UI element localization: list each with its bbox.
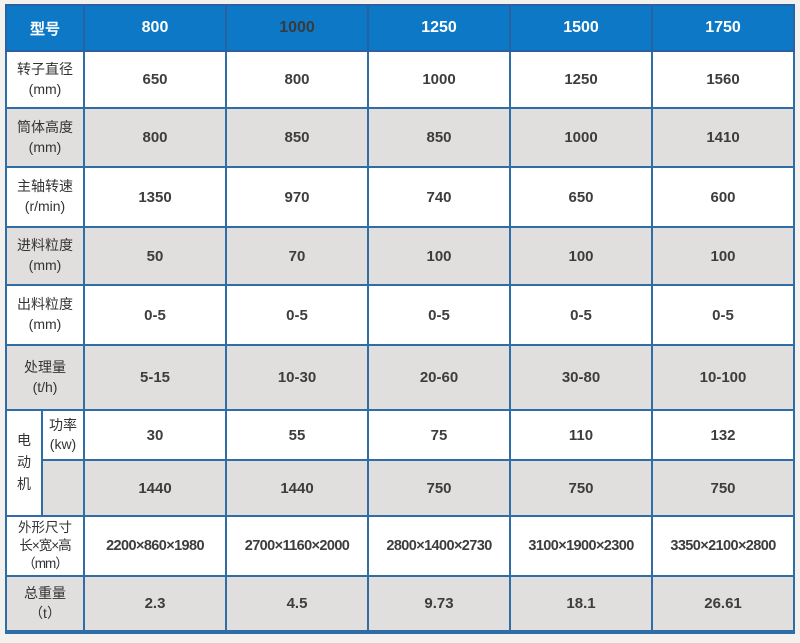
value-cell: 110 — [509, 409, 654, 461]
value-cell: 70 — [225, 226, 370, 286]
value-cell: 0-5 — [367, 284, 512, 346]
value-cell: 5-15 — [83, 344, 228, 411]
value-cell: 50 — [83, 226, 228, 286]
row-spindle-speed: 主轴转速 (r/min) 1350 970 740 650 600 — [4, 166, 796, 228]
value-cell: 650 — [83, 50, 228, 109]
header-model-800: 800 — [83, 4, 228, 52]
row-discharge-size: 出料粒度 (mm) 0-5 0-5 0-5 0-5 0-5 — [4, 284, 796, 346]
value-cell: 30-80 — [509, 344, 654, 411]
row-label: 筒体高度 (mm) — [4, 107, 86, 168]
row-label: 出料粒度 (mm) — [4, 284, 86, 346]
value-cell: 75 — [367, 409, 512, 461]
value-cell: 18.1 — [509, 575, 654, 633]
spec-table: 型号 800 1000 1250 1500 1750 转子直径 (mm) 650… — [4, 4, 796, 634]
value-cell: 20-60 — [367, 344, 512, 411]
value-cell: 55 — [225, 409, 370, 461]
row-label: 处理量 (t/h) — [4, 344, 86, 411]
value-cell: 2800×1400×2730 — [367, 515, 512, 577]
header-model-label: 型号 — [4, 4, 86, 52]
value-cell: 10-100 — [651, 344, 796, 411]
value-cell: 2200×860×1980 — [83, 515, 228, 577]
value-cell: 1000 — [367, 50, 512, 109]
value-cell: 0-5 — [651, 284, 796, 346]
value-cell: 132 — [651, 409, 796, 461]
value-cell: 3100×1900×2300 — [509, 515, 654, 577]
value-cell: 100 — [509, 226, 654, 286]
header-model-1500: 1500 — [509, 4, 654, 52]
row-total-weight: 总重量 （t） 2.3 4.5 9.73 18.1 26.61 — [4, 575, 796, 633]
value-cell: 750 — [651, 459, 796, 517]
row-label: 主轴转速 (r/min) — [4, 166, 86, 228]
header-model-1750: 1750 — [651, 4, 796, 52]
value-cell: 1250 — [509, 50, 654, 109]
value-cell: 26.61 — [651, 575, 796, 633]
value-cell: 2.3 — [83, 575, 228, 633]
value-cell: 650 — [509, 166, 654, 228]
value-cell: 4.5 — [225, 575, 370, 633]
value-cell: 0-5 — [83, 284, 228, 346]
value-cell: 30 — [83, 409, 228, 461]
header-row: 型号 800 1000 1250 1500 1750 — [4, 4, 796, 52]
row-feed-size: 进料粒度 (mm) 50 70 100 100 100 — [4, 226, 796, 286]
value-cell: 850 — [225, 107, 370, 168]
row-label: 转子直径 (mm) — [4, 50, 86, 109]
row-cylinder-height: 筒体高度 (mm) 800 850 850 1000 1410 — [4, 107, 796, 168]
value-cell: 740 — [367, 166, 512, 228]
value-cell: 800 — [225, 50, 370, 109]
value-cell: 850 — [367, 107, 512, 168]
motor-speed-label — [40, 459, 86, 517]
value-cell: 1410 — [651, 107, 796, 168]
row-motor-speed: 1440 1440 750 750 750 — [6, 459, 796, 517]
motor-power-label: 功率 (kw) — [40, 409, 86, 461]
value-cell: 0-5 — [225, 284, 370, 346]
value-cell: 750 — [509, 459, 654, 517]
value-cell: 3350×2100×2800 — [651, 515, 796, 577]
value-cell: 600 — [651, 166, 796, 228]
row-dimensions: 外形尺寸 长×宽×高 （mm） 2200×860×1980 2700×1160×… — [4, 515, 796, 577]
spec-table-container: 型号 800 1000 1250 1500 1750 转子直径 (mm) 650… — [4, 4, 796, 634]
row-rotor-diameter: 转子直径 (mm) 650 800 1000 1250 1560 — [4, 50, 796, 109]
row-label: 进料粒度 (mm) — [4, 226, 86, 286]
row-label: 外形尺寸 长×宽×高 （mm） — [4, 515, 86, 577]
value-cell: 10-30 — [225, 344, 370, 411]
value-cell: 1440 — [83, 459, 228, 517]
value-cell: 750 — [367, 459, 512, 517]
value-cell: 100 — [651, 226, 796, 286]
value-cell: 1440 — [225, 459, 370, 517]
row-label: 总重量 （t） — [4, 575, 86, 633]
value-cell: 0-5 — [509, 284, 654, 346]
value-cell: 2700×1160×2000 — [225, 515, 370, 577]
value-cell: 970 — [225, 166, 370, 228]
motor-group-label: 电动机 — [5, 409, 43, 517]
row-capacity: 处理量 (t/h) 5-15 10-30 20-60 30-80 10-100 — [4, 344, 796, 411]
value-cell: 100 — [367, 226, 512, 286]
value-cell: 800 — [83, 107, 228, 168]
header-model-1000: 1000 — [225, 4, 370, 52]
value-cell: 9.73 — [367, 575, 512, 633]
header-model-1250: 1250 — [367, 4, 512, 52]
value-cell: 1560 — [651, 50, 796, 109]
row-motor-power: 电动机 功率 (kw) 30 55 75 110 132 — [5, 409, 796, 517]
value-cell: 1000 — [509, 107, 654, 168]
value-cell: 1350 — [83, 166, 228, 228]
